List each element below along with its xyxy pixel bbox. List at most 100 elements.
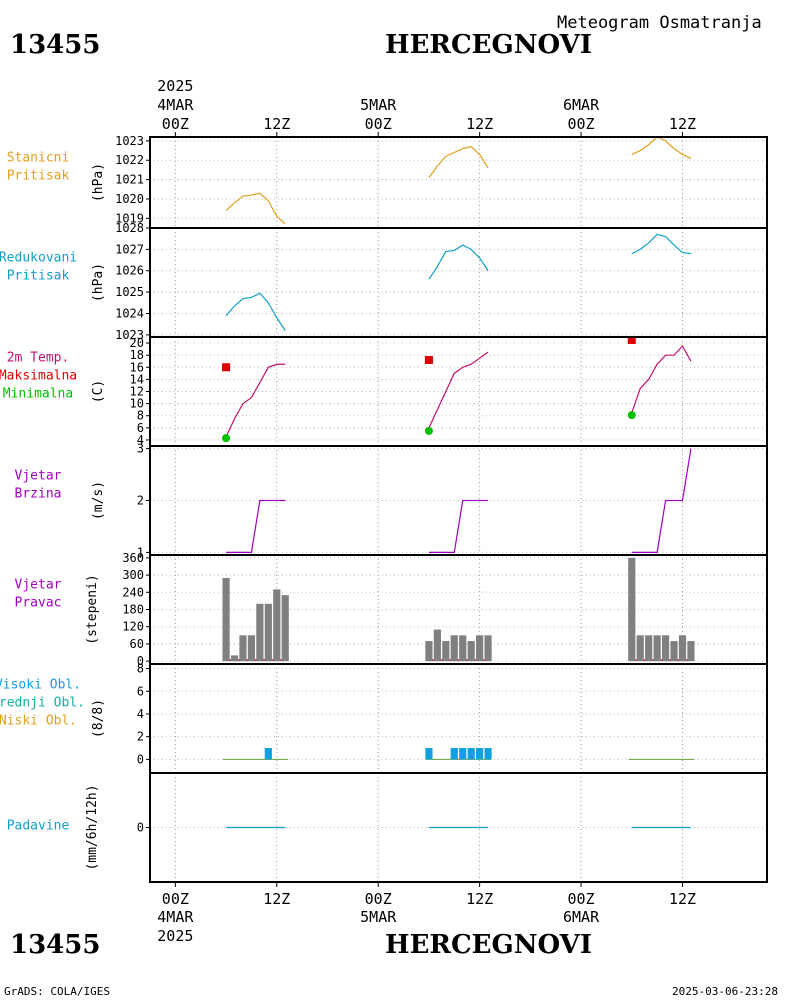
y-tick-label: 1 (137, 545, 144, 559)
top-year-label: 2025 (157, 77, 193, 95)
bar (450, 635, 458, 662)
panel-title-line: Vjetar (15, 469, 62, 484)
x-tick-label-bottom: 12Z (466, 890, 493, 908)
bar (687, 641, 695, 662)
y-tick-label: 8 (137, 662, 144, 676)
bar (476, 748, 484, 760)
y-tick-label: 3 (137, 442, 144, 456)
x-date-label-top: 5MAR (360, 96, 397, 114)
bar (247, 635, 256, 662)
x-date-label-top: 4MAR (157, 96, 194, 114)
series-line (428, 146, 489, 179)
y-tick-label: 1020 (115, 192, 144, 206)
series-line (226, 499, 286, 554)
bar (264, 603, 272, 662)
panel-title-line: Pravac (15, 596, 62, 611)
y-tick-label: 1027 (115, 242, 144, 256)
bar (256, 603, 264, 662)
bar (484, 748, 492, 760)
y-tick-label: 360 (122, 551, 144, 565)
bar (645, 635, 653, 662)
bar (628, 557, 636, 662)
x-tick-label-top: 00Z (365, 115, 392, 133)
panel-title-line: Maksimalna (0, 369, 77, 384)
series-line (631, 345, 692, 413)
series-line (225, 192, 286, 225)
x-tick-label-bottom: 00Z (162, 890, 189, 908)
y-tick-label: 2 (137, 494, 144, 508)
panel-title-line: Vjetar (15, 578, 62, 593)
bar (433, 629, 441, 662)
x-date-label-top: 6MAR (563, 96, 600, 114)
footer-timestamp: 2025-03-06-23:28 (672, 985, 778, 998)
y-tick-label: 1022 (115, 153, 144, 167)
bar (230, 655, 239, 662)
y-tick-label: 4 (137, 433, 144, 447)
panel-frame (149, 772, 768, 883)
bar (442, 641, 450, 662)
y-tick-label: 4 (137, 707, 144, 721)
station-name-bottom: HERCEGNOVI (385, 930, 592, 960)
x-tick-label-top: 00Z (162, 115, 189, 133)
x-tick-label-top: 12Z (263, 115, 290, 133)
bar (450, 748, 458, 760)
y-tick-label: 300 (122, 568, 144, 582)
panel-title-line: Stanicni (7, 151, 70, 166)
station-name-top: HERCEGNOVI (385, 30, 592, 60)
station-id-top: 13455 (10, 30, 101, 60)
panel-title-line: Redukovani (0, 251, 77, 266)
y-tick-label: 1024 (115, 306, 144, 320)
bar (467, 641, 475, 662)
bar (425, 748, 433, 760)
y-tick-label: 12 (130, 385, 144, 399)
bar (459, 635, 467, 662)
y-tick-label: 0 (137, 654, 144, 668)
y-axis-label: (hPa) (91, 263, 106, 302)
series-line (631, 136, 692, 159)
bar (281, 595, 289, 662)
y-tick-label: 1023 (115, 328, 144, 342)
panel-title-line: Padavine (7, 819, 70, 834)
bar (484, 635, 492, 662)
bar (636, 635, 644, 662)
bar (459, 748, 467, 760)
bar (467, 748, 475, 760)
series-line (631, 448, 692, 554)
y-axis-label: (m/s) (91, 481, 106, 520)
x-tick-label-top: 00Z (568, 115, 595, 133)
panel-title-line: Minimalna (3, 387, 73, 402)
y-axis-label: (stepeni) (85, 574, 100, 644)
x-tick-label-bottom: 12Z (669, 890, 696, 908)
bar (476, 635, 484, 662)
y-tick-label: 60 (130, 637, 144, 651)
y-tick-label: 240 (122, 585, 144, 599)
x-tick-label-top: 12Z (466, 115, 493, 133)
tmin-marker (222, 434, 231, 443)
bar (425, 641, 433, 662)
x-date-label-bottom: 6MAR (563, 908, 600, 926)
bar (222, 577, 230, 662)
y-tick-label: 20 (130, 336, 144, 350)
y-tick-label: 120 (122, 620, 144, 634)
y-axis-label: (hPa) (91, 163, 106, 202)
bar (670, 641, 678, 662)
panel-title-line: 2m Temp. (7, 351, 70, 366)
y-tick-label: 1028 (115, 221, 144, 235)
y-tick-label: 0 (137, 821, 144, 835)
panel-title-line: Visoki Obl. (0, 678, 81, 693)
panel-title-line: Pritisak (7, 169, 70, 184)
bar (273, 589, 281, 662)
panel-frame (149, 227, 768, 338)
y-tick-label: 1021 (115, 173, 144, 187)
y-tick-label: 2 (137, 730, 144, 744)
y-tick-label: 18 (130, 348, 144, 362)
panel-title-line: Brzina (15, 487, 62, 502)
tmax-marker (222, 363, 231, 372)
x-tick-label-bottom: 00Z (365, 890, 392, 908)
y-tick-label: 6 (137, 421, 144, 435)
x-tick-label-top: 12Z (669, 115, 696, 133)
y-axis-label: (8/8) (91, 699, 106, 738)
tmin-marker (424, 426, 433, 435)
y-tick-label: 1025 (115, 285, 144, 299)
y-axis-label: (C) (91, 380, 106, 403)
